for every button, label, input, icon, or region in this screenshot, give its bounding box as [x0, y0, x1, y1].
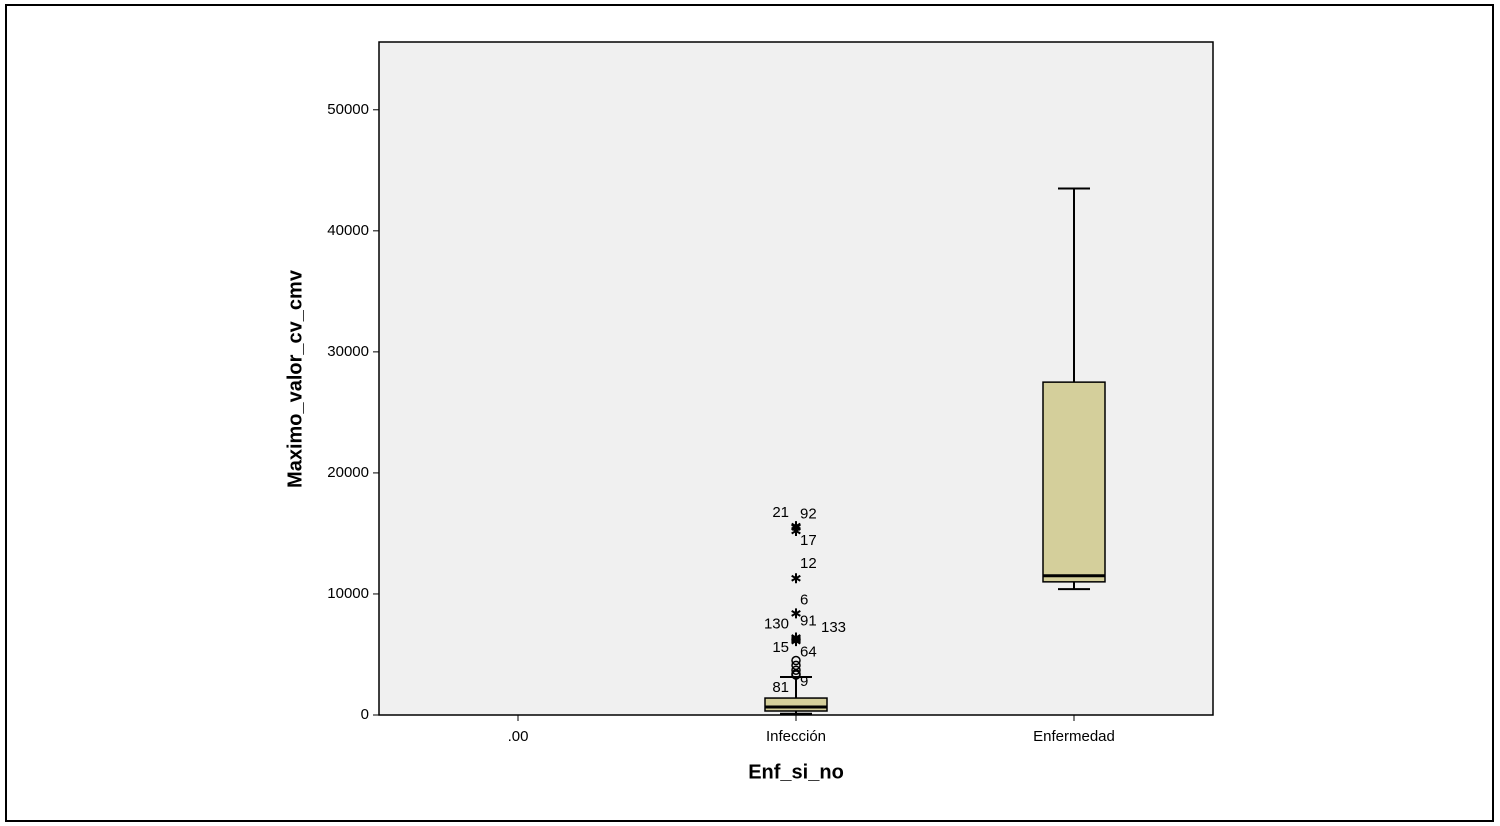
outlier-star: [791, 526, 801, 537]
y-tick-label: 50000: [327, 101, 369, 118]
outlier-label: 21: [772, 504, 789, 521]
outlier-label: 91: [800, 613, 817, 630]
outlier-label: 81: [772, 679, 789, 696]
box: [764, 697, 828, 712]
y-tick-label: 0: [361, 706, 369, 723]
outlier-label: 9: [800, 673, 808, 690]
outlier-star: [791, 573, 801, 584]
x-tick-label: Enfermedad: [1033, 728, 1115, 745]
x-axis-label: Enf_si_no: [748, 761, 844, 783]
y-tick-label: 20000: [327, 464, 369, 481]
x-tick-label: .00: [508, 728, 529, 745]
outlier-circle: [791, 665, 801, 675]
outlier-circle: [791, 655, 801, 666]
outlier-label: 17: [800, 532, 817, 549]
outlier-label: 6: [800, 591, 808, 608]
outlier-label: 133: [821, 619, 846, 636]
outlier-label: 130: [764, 616, 789, 633]
outlier-label: 64: [800, 643, 817, 660]
y-axis-label: Maximo_valor_cv_cmv: [284, 269, 306, 488]
outlier-star: [791, 608, 801, 619]
outlier-circle: [791, 670, 801, 680]
outlier-star: [791, 636, 801, 647]
x-tick-label: Infección: [766, 728, 826, 745]
box: [1042, 381, 1106, 583]
y-tick-label: 10000: [327, 585, 369, 602]
outlier-label: 15: [772, 639, 789, 656]
outlier-label: 92: [800, 505, 817, 522]
y-tick-label: 40000: [327, 222, 369, 239]
y-tick-label: 30000: [327, 343, 369, 360]
outlier-label: 12: [800, 555, 817, 572]
